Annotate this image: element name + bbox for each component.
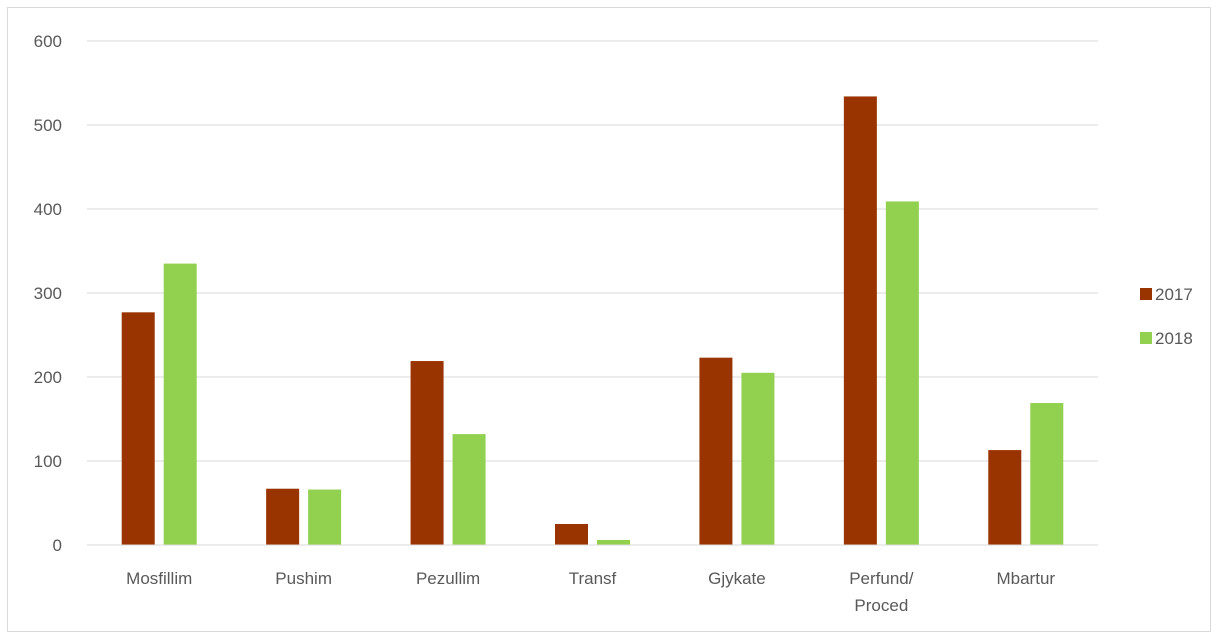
y-tick-label: 500 <box>34 116 62 135</box>
bar-2017-mosfillim <box>121 312 155 545</box>
x-tick-label: Pezullim <box>416 569 480 588</box>
y-tick-label: 300 <box>34 284 62 303</box>
bar-2017-perfund-proced <box>843 96 877 545</box>
bar-2017-transf <box>555 524 588 545</box>
bar-2018-mosfillim <box>163 263 197 545</box>
bar-2018-pezullim <box>452 434 486 545</box>
y-tick-label: 400 <box>34 200 62 219</box>
x-tick-label: Transf <box>569 569 617 588</box>
y-tick-label: 0 <box>53 536 62 555</box>
bars <box>121 96 1064 545</box>
chart-container: 0 100 200 300 400 500 600 Mosfillim Pushim Pezul… <box>7 7 1211 632</box>
bar-2018-mbartur <box>1030 403 1064 545</box>
legend-swatch-2018 <box>1140 332 1152 344</box>
x-tick-label: Perfund/Proced <box>849 569 914 615</box>
bar-chart: 0 100 200 300 400 500 600 Mosfillim Pushim Pezul… <box>34 32 1193 615</box>
bar-2017-gjykate <box>699 357 733 545</box>
x-tick-label: Gjykate <box>708 569 766 588</box>
bar-2017-pezullim <box>410 361 444 545</box>
legend-swatch-2017 <box>1140 288 1152 300</box>
y-tick-label: 600 <box>34 32 62 51</box>
gridlines <box>87 40 1098 546</box>
x-tick-label: Mbartur <box>996 569 1055 588</box>
bar-2017-mbartur <box>988 450 1022 545</box>
bar-2018-pushim <box>308 489 342 545</box>
y-axis: 0 100 200 300 400 500 600 <box>34 32 62 555</box>
bar-2018-transf <box>597 539 630 545</box>
y-tick-label: 200 <box>34 368 62 387</box>
x-axis: Mosfillim Pushim Pezullim Transf Gjykate Perf… <box>87 544 1098 615</box>
legend: 2017 2018 <box>1140 285 1193 348</box>
legend-label-2018: 2018 <box>1155 329 1193 348</box>
x-tick-label: Pushim <box>275 569 332 588</box>
y-tick-label: 100 <box>34 452 62 471</box>
bar-2018-gjykate <box>741 372 775 545</box>
bar-2018-perfund-proced <box>885 201 919 545</box>
legend-label-2017: 2017 <box>1155 285 1193 304</box>
bar-2017-pushim <box>266 488 300 545</box>
x-tick-label: Mosfillim <box>126 569 192 588</box>
